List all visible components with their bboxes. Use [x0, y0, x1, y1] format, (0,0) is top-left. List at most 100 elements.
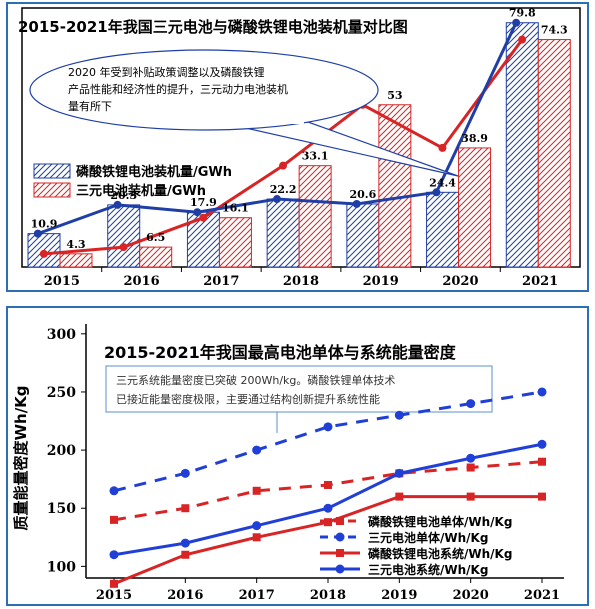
data-label-ncm: 33.1: [302, 150, 329, 163]
series-1-point-2015: [109, 486, 119, 496]
bar-lfp-2019: [346, 203, 380, 268]
legend-label-ncm: 三元电池装机量/GWh: [76, 183, 206, 199]
data-label-lfp: 20.6: [349, 188, 376, 201]
annotation-box: 三元系统能量密度已突破 200Wh/kg。磷酸铁锂单体技术已接近能量密度极限，主…: [105, 365, 493, 433]
legend-marker-1: [335, 532, 345, 542]
legend-label-1: 三元电池单体/Wh/Kg: [368, 530, 488, 545]
legend-label-2: 磷酸铁锂电池系统/Wh/Kg: [368, 546, 512, 561]
bar-lfp-2015: [27, 233, 61, 268]
point-lfp-2018: [273, 195, 281, 204]
data-label-ncm: 53: [387, 89, 402, 102]
series-3-point-2016: [180, 538, 190, 548]
callout-text-line: 量有所下: [68, 99, 112, 113]
x-tick-label: 2020: [442, 274, 478, 289]
data-label-lfp: 20.3: [110, 189, 137, 202]
series-3-point-2021: [537, 439, 547, 449]
series-0-point-2016: [181, 504, 190, 513]
point-lfp-2020: [432, 188, 441, 197]
installed-capacity-chart: 2015-2021年我国三元电池与磷酸铁锂电池装机量对比图 2015 2016 201…: [18, 7, 581, 289]
legend-marker-2: [336, 549, 344, 557]
x-tick-label: 2020: [453, 588, 489, 603]
series-2-point-2019: [395, 492, 404, 501]
annotation-callout: 2020 年受到补贴政策调整以及磷酸铁锂产品性能和经济性的提升，三元动力电池装机…: [29, 49, 459, 177]
series-1-point-2017: [252, 445, 262, 455]
bar-lfp-2016: [107, 204, 141, 268]
point-lfp-2021: [512, 18, 521, 27]
chart-title: 2015-2021年我国三元电池与磷酸铁锂电池装机量对比图: [18, 18, 408, 36]
bar-ncm-2021: [537, 39, 571, 268]
x-tick-label: 2016: [167, 588, 203, 603]
point-ncm-2021: [518, 35, 527, 44]
series-1-point-2020: [466, 399, 476, 409]
annotation-frame: [105, 365, 493, 413]
chart-panel-energy-density: 100 150 200 250 300 2015 2016 2017 2018 2019 2020 2…: [6, 306, 589, 606]
series-0-point-2020: [466, 463, 475, 472]
x-tick-label: 2015: [44, 274, 80, 289]
x-tick-label: 2021: [522, 274, 558, 289]
series-3-point-2017: [252, 521, 262, 531]
x-tick-label: 2019: [381, 588, 417, 603]
series-1-point-2021: [537, 387, 547, 397]
data-label-lfp: 79.8: [509, 7, 536, 20]
series-0-point-2018: [324, 480, 332, 489]
bar-ncm-2015: [59, 253, 93, 268]
bar-ncm-2016: [139, 246, 173, 268]
series-3-point-2018: [323, 503, 333, 513]
chart-title: 2015-2021年我国最高电池单体与系统能量密度: [104, 343, 457, 362]
series-2-point-2016: [181, 550, 190, 559]
series-2-point-2020: [466, 492, 475, 501]
y-tick-label: 300: [47, 327, 76, 343]
callout-bubble: [29, 49, 379, 131]
point-ncm-2016: [119, 243, 128, 252]
point-ncm-2018: [279, 161, 287, 170]
callout-pointer: [227, 121, 459, 177]
y-tick-label: 150: [47, 501, 76, 517]
x-tick-label: 2016: [123, 274, 159, 289]
data-label-lfp: 22.2: [270, 183, 297, 196]
point-lfp-2015: [33, 229, 42, 238]
point-ncm-2015: [39, 249, 48, 258]
point-lfp-2016: [113, 200, 122, 209]
chart-panel-installed-capacity: 2015-2021年我国三元电池与磷酸铁锂电池装机量对比图 2015 2016 201…: [6, 2, 589, 292]
data-label-lfp: 24.4: [429, 176, 456, 189]
x-tick-label: 2015: [96, 588, 132, 603]
bar-ncm-2018: [298, 165, 332, 268]
legend-marker-3: [335, 564, 345, 574]
legend-label-0: 磷酸铁锂电池单体/Wh/Kg: [368, 514, 512, 529]
data-label-ncm: 16.1: [222, 202, 249, 215]
bar-lfp-2020: [426, 191, 460, 268]
series-0-point-2017: [252, 486, 261, 495]
legend: 磷酸铁锂电池单体/Wh/Kg三元电池单体/Wh/Kg磷酸铁锂电池系统/Wh/Kg…: [320, 514, 512, 577]
legend-marker-0: [336, 517, 344, 525]
series-3-point-2019: [394, 468, 404, 478]
series-0-point-2021: [538, 457, 546, 466]
data-label-lfp: 10.9: [31, 218, 58, 231]
series-2-point-2021: [538, 492, 546, 501]
series-1-point-2019: [394, 410, 404, 420]
x-tick-label: 2018: [283, 274, 319, 289]
callout-joint: [230, 116, 304, 124]
bar-ncm-2017: [218, 217, 252, 268]
data-label-lfp: 17.9: [190, 196, 217, 209]
data-label-ncm: 38.9: [461, 132, 488, 145]
series-0-point-2015: [110, 515, 118, 524]
y-tick-label: 100: [47, 559, 76, 575]
data-label-ncm: 74.3: [541, 24, 568, 37]
y-tick-label: 200: [47, 443, 76, 459]
x-tick-label: 2018: [310, 588, 346, 603]
x-tick-label: 2017: [203, 274, 239, 289]
series-3-point-2015: [109, 550, 119, 560]
point-lfp-2019: [352, 199, 361, 208]
point-ncm-2020: [438, 143, 447, 152]
point-ncm-2017: [199, 213, 208, 222]
annotation-text-line: 已接近能量密度极限，主要通过结构创新提升系统性能: [116, 392, 380, 406]
legend-swatch-lfp: [33, 163, 71, 179]
series-1-point-2016: [180, 468, 190, 478]
x-tick-label: 2017: [239, 588, 275, 603]
x-tick-label: 2021: [524, 588, 560, 603]
annotation-text-line: 三元系统能量密度已突破 200Wh/kg。磷酸铁锂单体技术: [116, 373, 395, 387]
energy-density-chart: 100 150 200 250 300 2015 2016 2017 2018 2019 2020 2…: [12, 324, 564, 603]
series-2-point-2017: [252, 533, 261, 542]
series-3-point-2020: [466, 453, 476, 463]
bar-lfp-2018: [266, 198, 300, 268]
